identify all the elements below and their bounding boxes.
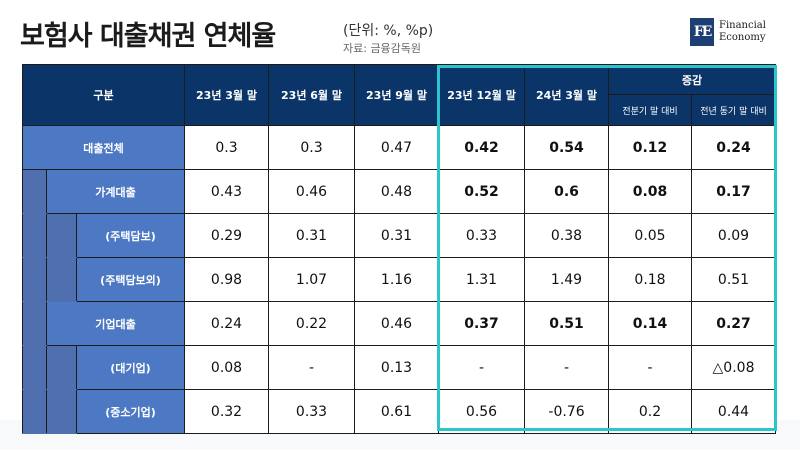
- table-cell: 0.09: [691, 213, 777, 258]
- delinquency-table: 구분 23년 3월 말 23년 6월 말 23년 9월 말 23년 12월 말 …: [21, 64, 777, 434]
- brand-logo: FE Financial Economy: [690, 18, 766, 46]
- table-cell: 0.31: [268, 213, 356, 258]
- indent-spacer: [22, 389, 47, 434]
- indent-spacer: [22, 301, 47, 346]
- table-cell: 0.44: [691, 389, 777, 434]
- table-cell: 0.54: [524, 125, 610, 170]
- row-label: 가계대출: [45, 169, 186, 214]
- table-cell: 0.56: [438, 389, 526, 434]
- table-cell: 1.07: [268, 257, 356, 302]
- header-period-5: 24년 3월 말: [524, 64, 610, 126]
- header-period-4: 23년 12월 말: [438, 64, 526, 126]
- header-category: 구분: [21, 64, 186, 126]
- indent-spacer: [22, 345, 47, 390]
- logo-wordmark: Financial Economy: [719, 20, 766, 44]
- table-cell: 0.22: [268, 301, 356, 346]
- indent-spacer: [22, 169, 47, 214]
- table-row: (주택담보외) 0.98 1.07 1.16 1.31 1.49 0.18 0.…: [22, 257, 777, 302]
- table-cell: 0.24: [691, 125, 777, 170]
- table-cell: 0.32: [184, 389, 270, 434]
- table-cell: 0.98: [184, 257, 270, 302]
- table-cell: 0.3: [268, 125, 356, 170]
- table-cell: 0.46: [354, 301, 440, 346]
- indent-spacer: [46, 389, 77, 434]
- table-cell: 0.61: [354, 389, 440, 434]
- header-period-2: 23년 6월 말: [268, 64, 356, 126]
- indent-spacer: [46, 345, 77, 390]
- table-cell: 0.13: [354, 345, 440, 390]
- row-label: 대출전체: [21, 125, 186, 170]
- table-cell: 0.12: [608, 125, 693, 170]
- table-cell: 0.24: [184, 301, 270, 346]
- table-cell: 1.16: [354, 257, 440, 302]
- row-label: (주택담보외): [75, 257, 186, 302]
- table-cell: 0.33: [268, 389, 356, 434]
- table-cell: 0.33: [438, 213, 526, 258]
- indent-spacer: [22, 257, 47, 302]
- source-note: 자료: 금융감독원: [343, 42, 422, 55]
- table-cell: 0.48: [354, 169, 440, 214]
- indent-spacer: [46, 257, 77, 302]
- unit-note: (단위: %, %p): [343, 23, 434, 39]
- table-cell: 1.31: [438, 257, 526, 302]
- logo-line-1: Financial: [719, 20, 766, 31]
- table-row: (중소기업) 0.32 0.33 0.61 0.56 -0.76 0.2 0.4…: [22, 389, 777, 434]
- table-cell: 0.6: [524, 169, 610, 214]
- table-cell: △0.08: [691, 345, 777, 390]
- table-cell: 0.18: [608, 257, 693, 302]
- table-row: (주택담보) 0.29 0.31 0.31 0.33 0.38 0.05 0.0…: [22, 213, 777, 258]
- row-label: 기업대출: [45, 301, 186, 346]
- row-label: (중소기업): [75, 389, 186, 434]
- table-cell: 0.43: [184, 169, 270, 214]
- table-cell: 0.14: [608, 301, 693, 346]
- table-cell: 0.46: [268, 169, 356, 214]
- table-cell: 0.42: [438, 125, 526, 170]
- row-label: (주택담보): [75, 213, 186, 258]
- logo-mark-icon: FE: [690, 18, 714, 46]
- indent-spacer: [46, 213, 77, 258]
- table-row: 가계대출 0.43 0.46 0.48 0.52 0.6 0.08 0.17: [22, 169, 777, 214]
- header-period-1: 23년 3월 말: [184, 64, 270, 126]
- table-cell: 0.27: [691, 301, 777, 346]
- table-cell: -: [608, 345, 693, 390]
- table-cell: 0.05: [608, 213, 693, 258]
- table-cell: 0.37: [438, 301, 526, 346]
- table-cell: 0.51: [691, 257, 777, 302]
- table-cell: -: [268, 345, 356, 390]
- table-cell: 0.08: [184, 345, 270, 390]
- table-cell: 0.51: [524, 301, 610, 346]
- table-cell: 1.49: [524, 257, 610, 302]
- indent-spacer: [22, 213, 47, 258]
- table-row: 기업대출 0.24 0.22 0.46 0.37 0.51 0.14 0.27: [22, 301, 777, 346]
- header-change-qoq: 전분기 말 대비: [608, 94, 693, 126]
- table-row: (대기업) 0.08 - 0.13 - - - △0.08: [22, 345, 777, 390]
- table-cell: 0.2: [608, 389, 693, 434]
- header-change-yoy: 전년 동기 말 대비: [691, 94, 777, 126]
- table-cell: -0.76: [524, 389, 610, 434]
- table-cell: 0.38: [524, 213, 610, 258]
- table-cell: 0.47: [354, 125, 440, 170]
- table-cell: 0.52: [438, 169, 526, 214]
- table-cell: -: [524, 345, 610, 390]
- page-title: 보험사 대출채권 연체율: [20, 21, 276, 52]
- table-cell: -: [438, 345, 526, 390]
- table-cell: 0.17: [691, 169, 777, 214]
- table-cell: 0.29: [184, 213, 270, 258]
- table-cell: 0.08: [608, 169, 693, 214]
- table-cell: 0.31: [354, 213, 440, 258]
- row-label: (대기업): [75, 345, 186, 390]
- table-row: 대출전체 0.3 0.3 0.47 0.42 0.54 0.12 0.24: [21, 125, 777, 170]
- logo-line-2: Economy: [719, 32, 766, 43]
- table-cell: 0.3: [184, 125, 270, 170]
- header-change-group: 증감: [608, 64, 777, 95]
- header-period-3: 23년 9월 말: [354, 64, 440, 126]
